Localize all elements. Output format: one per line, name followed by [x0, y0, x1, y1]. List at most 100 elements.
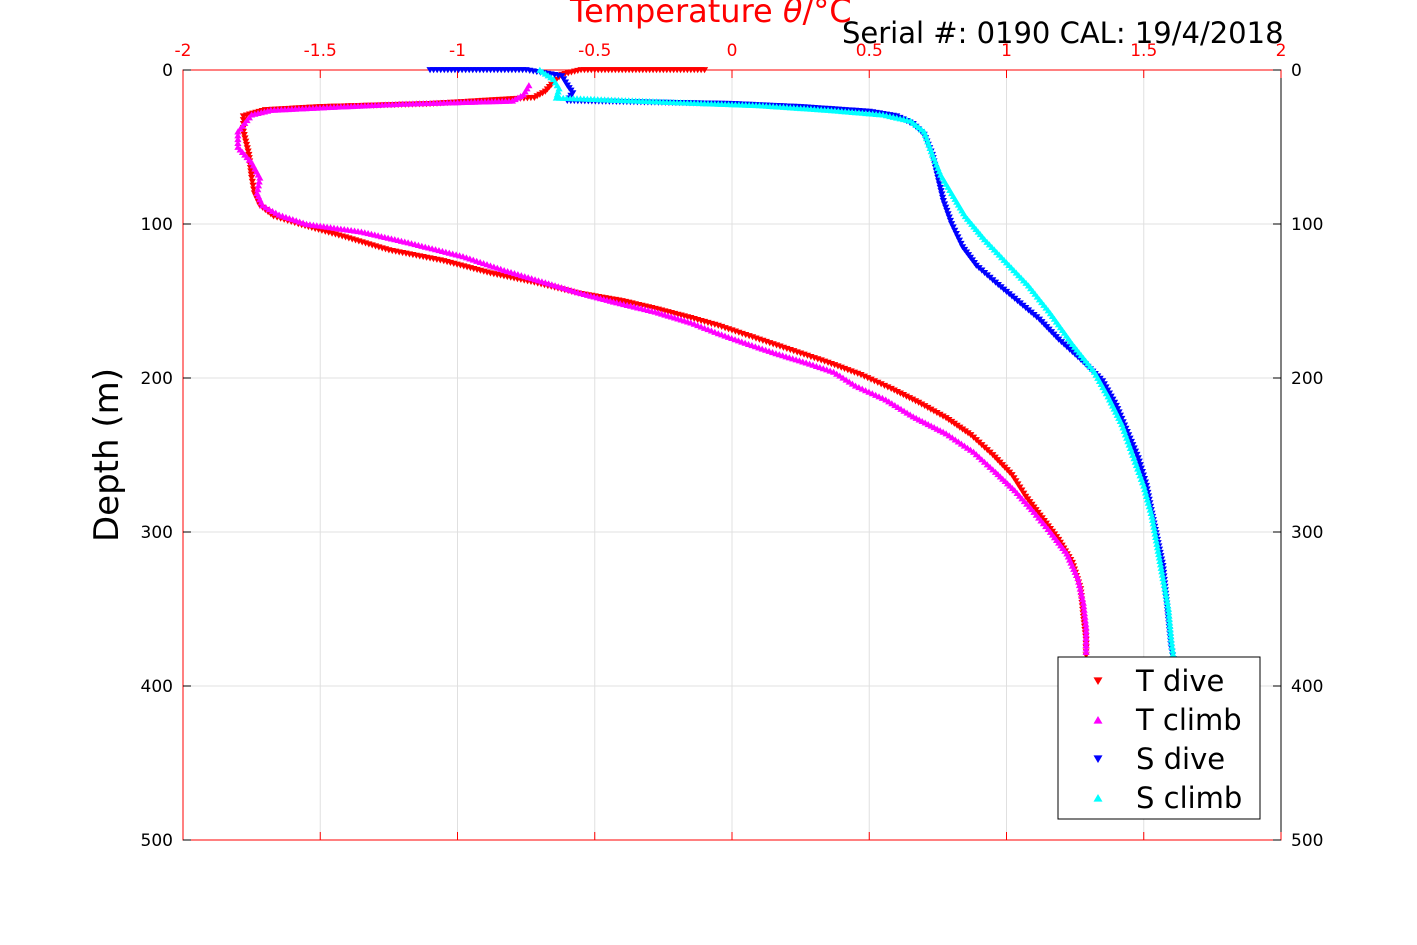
data-point: [1082, 641, 1090, 648]
data-point: [1114, 406, 1122, 413]
data-point: [874, 379, 882, 386]
data-point: [939, 413, 947, 420]
data-point: [864, 375, 872, 382]
data-point: [893, 388, 901, 396]
data-point: [949, 224, 957, 231]
data-point: [1164, 605, 1173, 612]
data-point: [884, 384, 892, 391]
legend-box: [1057, 656, 1261, 820]
data-point: [245, 151, 253, 158]
data-point: [1082, 620, 1090, 627]
data-point: [915, 399, 923, 406]
data-point: [1169, 650, 1177, 658]
data-point: [1155, 551, 1163, 558]
data-point: [890, 387, 898, 394]
data-point: [1148, 516, 1157, 523]
data-point: [1075, 582, 1084, 589]
data-point: [939, 198, 947, 205]
data-point: [1165, 616, 1173, 623]
data-point: [933, 410, 941, 417]
data-point: [1074, 574, 1082, 582]
data-point: [870, 378, 879, 385]
data-point: [234, 128, 242, 135]
data-point: [533, 93, 541, 100]
data-point: [938, 191, 946, 198]
data-point: [1008, 472, 1016, 479]
data-point: [249, 182, 257, 189]
data-point: [538, 90, 547, 97]
y-tick-label-left: 300: [141, 523, 173, 543]
data-point: [927, 406, 935, 413]
y-tick-label-left: 200: [141, 369, 173, 389]
data-point: [912, 398, 920, 405]
data-point: [877, 381, 885, 388]
y-tick-label-left: 500: [141, 831, 173, 851]
data-point: [1102, 384, 1110, 391]
data-point: [896, 390, 904, 397]
data-point: [957, 240, 965, 248]
data-point: [952, 231, 960, 238]
data-point: [1076, 585, 1084, 592]
data-point: [945, 214, 953, 221]
x-tick-label: -0.5: [578, 41, 611, 61]
data-point: [1104, 387, 1112, 394]
legend-label: S dive: [1136, 742, 1225, 776]
data-point: [1080, 610, 1089, 617]
data-point: [243, 145, 251, 152]
data-point: [1160, 581, 1168, 588]
data-point: [1167, 636, 1175, 643]
data-point: [1018, 487, 1026, 494]
data-point: [239, 117, 247, 124]
data-point: [1166, 622, 1174, 629]
data-point: [1158, 568, 1166, 575]
data-point: [1075, 578, 1083, 585]
data-point: [943, 207, 951, 215]
data-point: [1163, 598, 1171, 606]
data-point: [1162, 592, 1170, 599]
data-point: [1137, 465, 1145, 472]
data-point: [1080, 603, 1088, 610]
data-point: [255, 178, 263, 185]
data-point: [1082, 648, 1090, 655]
data-point: [1158, 571, 1166, 578]
y-tick-label-right: 500: [1291, 831, 1323, 851]
data-point: [948, 221, 956, 228]
data-point: [908, 396, 917, 403]
data-point: [1152, 537, 1160, 544]
data-point: [241, 135, 249, 142]
data-markers: [234, 66, 1178, 667]
data-point: [248, 178, 256, 185]
data-point: [234, 139, 242, 147]
data-point: [1100, 381, 1108, 388]
data-point: [1098, 378, 1107, 385]
data-point: [1110, 399, 1119, 406]
series-s-climb: [536, 66, 1178, 665]
data-point: [254, 186, 262, 193]
data-point: [1148, 513, 1156, 520]
data-point: [1081, 617, 1089, 624]
data-point: [942, 204, 950, 211]
data-point: [1151, 530, 1159, 537]
data-point: [560, 76, 568, 83]
data-point: [234, 136, 242, 143]
data-point: [1143, 496, 1152, 503]
y-tick-label-right: 0: [1291, 61, 1302, 81]
y-tick-label-left: 0: [162, 61, 173, 81]
legend-label: T climb: [1135, 703, 1242, 737]
data-point: [954, 234, 962, 241]
y-tick-label-right: 400: [1291, 677, 1323, 697]
data-point: [1134, 455, 1142, 462]
legend-marker: [1093, 715, 1103, 724]
data-point: [899, 392, 908, 399]
data-point: [937, 188, 945, 195]
data-point: [1166, 619, 1174, 626]
chart-title: Temperature θ/°C: [569, 0, 852, 30]
data-point: [940, 201, 949, 208]
data-point: [1136, 462, 1144, 469]
data-point: [1109, 396, 1117, 403]
data-point: [938, 194, 947, 201]
data-point: [1166, 629, 1175, 636]
data-point: [918, 401, 926, 408]
data-point: [1164, 602, 1172, 609]
